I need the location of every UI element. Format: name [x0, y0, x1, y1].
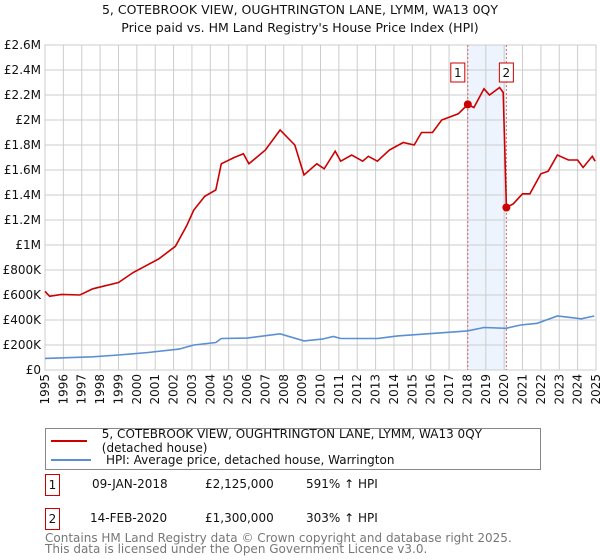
x-tick-label: 2018 [460, 374, 474, 405]
x-tick-label: 2003 [185, 374, 199, 405]
x-tick-label: 1999 [111, 374, 125, 405]
x-tick-label: 2019 [479, 374, 493, 405]
footer-copyright: Contains HM Land Registry data © Crown c… [45, 531, 512, 545]
y-tick-label: £400K [3, 313, 43, 327]
y-tick-label: £1.4M [4, 188, 41, 202]
x-tick-label: 2008 [277, 374, 291, 405]
x-tick-label: 2013 [369, 374, 383, 405]
x-tick-label: 1998 [93, 374, 107, 405]
sale-hpi: 591% ↑ HPI [306, 477, 378, 491]
x-tick-label: 2020 [497, 374, 511, 405]
hpi-series-line [44, 315, 595, 360]
legend-label: HPI: Average price, detached house, Warr… [106, 453, 395, 467]
chart-svg: 5, COTEBROOK VIEW, OUGHTRINGTON LANE, LY… [3, 2, 600, 405]
y-tick-label: £800K [3, 263, 43, 277]
x-tick-label: 2000 [130, 374, 144, 405]
y-tick-label: £2M [15, 113, 41, 127]
footer: Contains HM Land Registry data © Crown c… [45, 531, 512, 556]
x-tick-label: 2006 [240, 374, 254, 405]
x-tick-label: 2001 [148, 374, 162, 405]
sale-point [463, 100, 472, 109]
x-tick-label: 2025 [589, 374, 600, 405]
x-tick-label: 2014 [387, 374, 401, 405]
legend-item-hpi: HPI: Average price, detached house, Warr… [46, 451, 394, 469]
sale-hpi: 303% ↑ HPI [306, 511, 378, 525]
sale-label: 2 [503, 66, 511, 80]
x-tick-label: 2017 [442, 374, 456, 405]
y-tick-label: £2.2M [4, 88, 41, 102]
x-tick-label: 2002 [167, 374, 181, 405]
x-tick-label: 2009 [295, 374, 309, 405]
sale-label: 1 [454, 66, 462, 80]
legend: 5, COTEBROOK VIEW, OUGHTRINGTON LANE, LY… [45, 427, 541, 470]
sale-point [502, 203, 511, 212]
x-tick-label: 1996 [56, 374, 70, 405]
legend-label: 5, COTEBROOK VIEW, OUGHTRINGTON LANE, LY… [101, 427, 482, 455]
x-tick-label: 2011 [332, 374, 346, 405]
y-tick-label: £200K [3, 338, 43, 352]
x-tick-label: 2010 [314, 374, 328, 405]
sale-badge: 1 [45, 474, 60, 496]
property-series-line [44, 86, 596, 298]
chart-title: 5, COTEBROOK VIEW, OUGHTRINGTON LANE, LY… [102, 2, 498, 17]
y-tick-label: £2.4M [4, 63, 41, 77]
legend-swatch-blue [51, 459, 91, 461]
sale-date: 14-FEB-2020 [90, 511, 168, 525]
legend-item-property: 5, COTEBROOK VIEW, OUGHTRINGTON LANE, LY… [46, 427, 540, 455]
sale-price: £1,300,000 [205, 511, 274, 525]
y-tick-label: £1.6M [4, 163, 41, 177]
x-tick-label: 1995 [38, 374, 52, 405]
sale-price: £2,125,000 [205, 477, 274, 491]
footer-licence: This data is licensed under the Open Gov… [45, 542, 428, 556]
x-tick-label: 2023 [552, 374, 566, 405]
y-tick-label: £1M [15, 238, 41, 252]
sale-label-box [498, 62, 514, 83]
y-tick-label: £1.2M [4, 213, 41, 227]
x-tick-label: 2021 [516, 374, 530, 405]
x-tick-label: 2004 [203, 374, 217, 405]
x-tick-label: 2007 [258, 374, 272, 405]
sale-label-box [450, 62, 466, 83]
sale-badge: 2 [45, 508, 60, 530]
chart-subtitle: Price paid vs. HM Land Registry's House … [121, 20, 478, 35]
x-tick-label: 2024 [571, 374, 585, 405]
y-tick-label: £1.8M [4, 138, 41, 152]
plot-frame [44, 44, 597, 371]
highlight-band [467, 45, 507, 370]
legend-swatch-red [51, 440, 87, 442]
x-tick-label: 2015 [405, 374, 419, 405]
x-tick-label: 2016 [424, 374, 438, 405]
x-tick-label: 2022 [534, 374, 548, 405]
x-tick-label: 2005 [222, 374, 236, 405]
sale-date: 09-JAN-2018 [92, 477, 168, 491]
y-tick-label: £0 [26, 363, 41, 377]
x-tick-label: 1997 [75, 374, 89, 405]
y-tick-label: £2.6M [4, 38, 41, 52]
x-tick-label: 2012 [350, 374, 364, 405]
y-tick-label: £600K [3, 288, 43, 302]
